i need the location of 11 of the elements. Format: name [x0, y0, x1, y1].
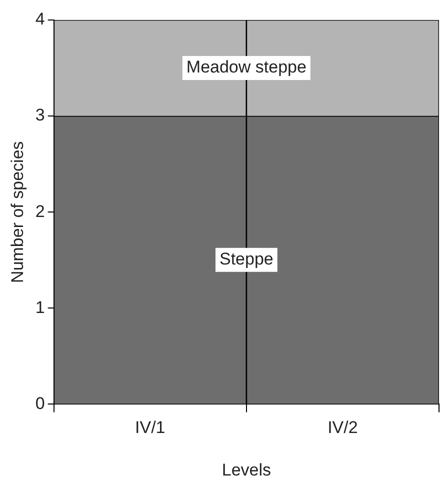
x-axis-title: Levels	[222, 460, 271, 480]
y-tick-label: 0	[35, 394, 45, 413]
y-tick-label: 2	[35, 202, 45, 221]
y-axis-title: Number of species	[8, 141, 27, 283]
y-tick-label: 3	[35, 106, 45, 125]
series-label: Meadow steppe	[186, 58, 306, 77]
x-tick-label: IV/2	[328, 418, 358, 438]
y-tick-label: 4	[35, 10, 45, 29]
x-tick-label: IV/1	[135, 418, 166, 438]
y-tick-label: 1	[35, 298, 45, 317]
series-label: Steppe	[219, 250, 274, 269]
